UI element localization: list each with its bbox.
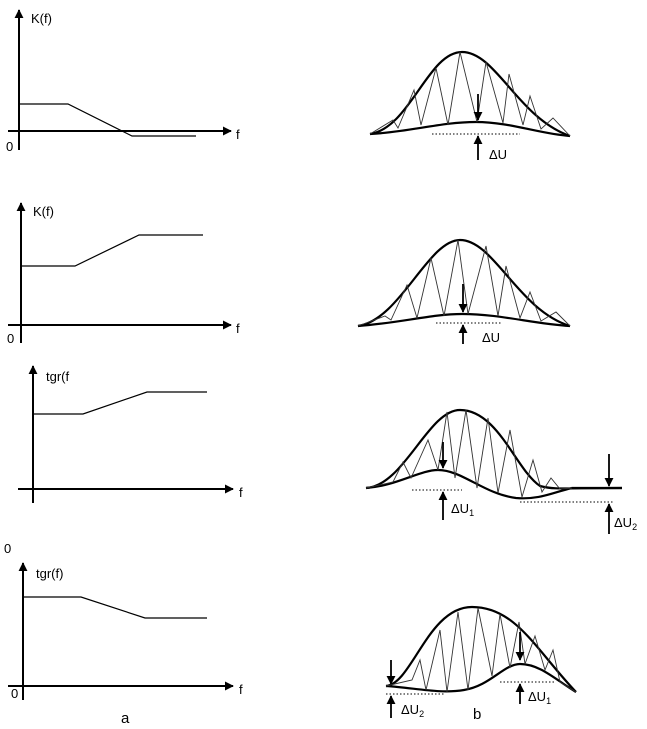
- upper-envelope: [365, 408, 623, 490]
- x-label: f: [236, 321, 240, 336]
- x-label: f: [236, 127, 240, 142]
- left-panel-3: tgr(f f 0: [4, 365, 243, 556]
- delta-u-label: ΔU: [482, 330, 500, 345]
- left-panel-1: K(f) f 0: [6, 9, 240, 154]
- lower-envelope: [365, 468, 622, 500]
- delta-u1-label: ΔU1: [451, 501, 474, 518]
- origin-label: 0: [4, 541, 11, 556]
- carrier-fill: [369, 51, 571, 137]
- k-curve: [19, 103, 196, 137]
- origin-label: 0: [7, 331, 14, 346]
- right-panel-2: ΔU: [357, 238, 571, 345]
- delta-u1-label: ΔU1: [528, 689, 551, 706]
- right-panel-1: ΔU: [369, 50, 571, 162]
- tgr-curve: [33, 391, 207, 415]
- delta-u2-label: ΔU2: [401, 702, 424, 719]
- carrier-fill: [357, 239, 571, 327]
- upper-envelope: [369, 50, 571, 138]
- y-label: K(f): [33, 204, 54, 219]
- k-curve: [21, 234, 203, 267]
- delta-u-label: ΔU: [489, 147, 507, 162]
- left-panel-2: K(f) f 0: [7, 202, 240, 346]
- right-panel-3: ΔU1 ΔU2: [365, 408, 637, 534]
- right-panel-4: ΔU2 ΔU1: [385, 605, 577, 719]
- caption-b: b: [473, 706, 481, 723]
- delta-u2-label: ΔU2: [614, 515, 637, 532]
- x-label: f: [239, 682, 243, 697]
- upper-envelope: [385, 605, 577, 693]
- carrier-fill: [365, 409, 573, 498]
- caption-a: a: [121, 710, 130, 727]
- carrier-fill: [385, 607, 577, 693]
- lower-envelope: [369, 120, 571, 138]
- y-label: K(f): [31, 11, 52, 26]
- y-label: tgr(f: [46, 369, 70, 384]
- lower-envelope: [385, 662, 577, 693]
- upper-envelope: [357, 238, 571, 328]
- tgr-curve: [23, 596, 207, 619]
- left-panel-4: tgr(f) f 0: [8, 562, 243, 701]
- origin-label: 0: [6, 139, 13, 154]
- lower-envelope: [357, 312, 571, 328]
- x-label: f: [239, 485, 243, 500]
- origin-label: 0: [11, 686, 18, 701]
- y-label: tgr(f): [36, 566, 63, 581]
